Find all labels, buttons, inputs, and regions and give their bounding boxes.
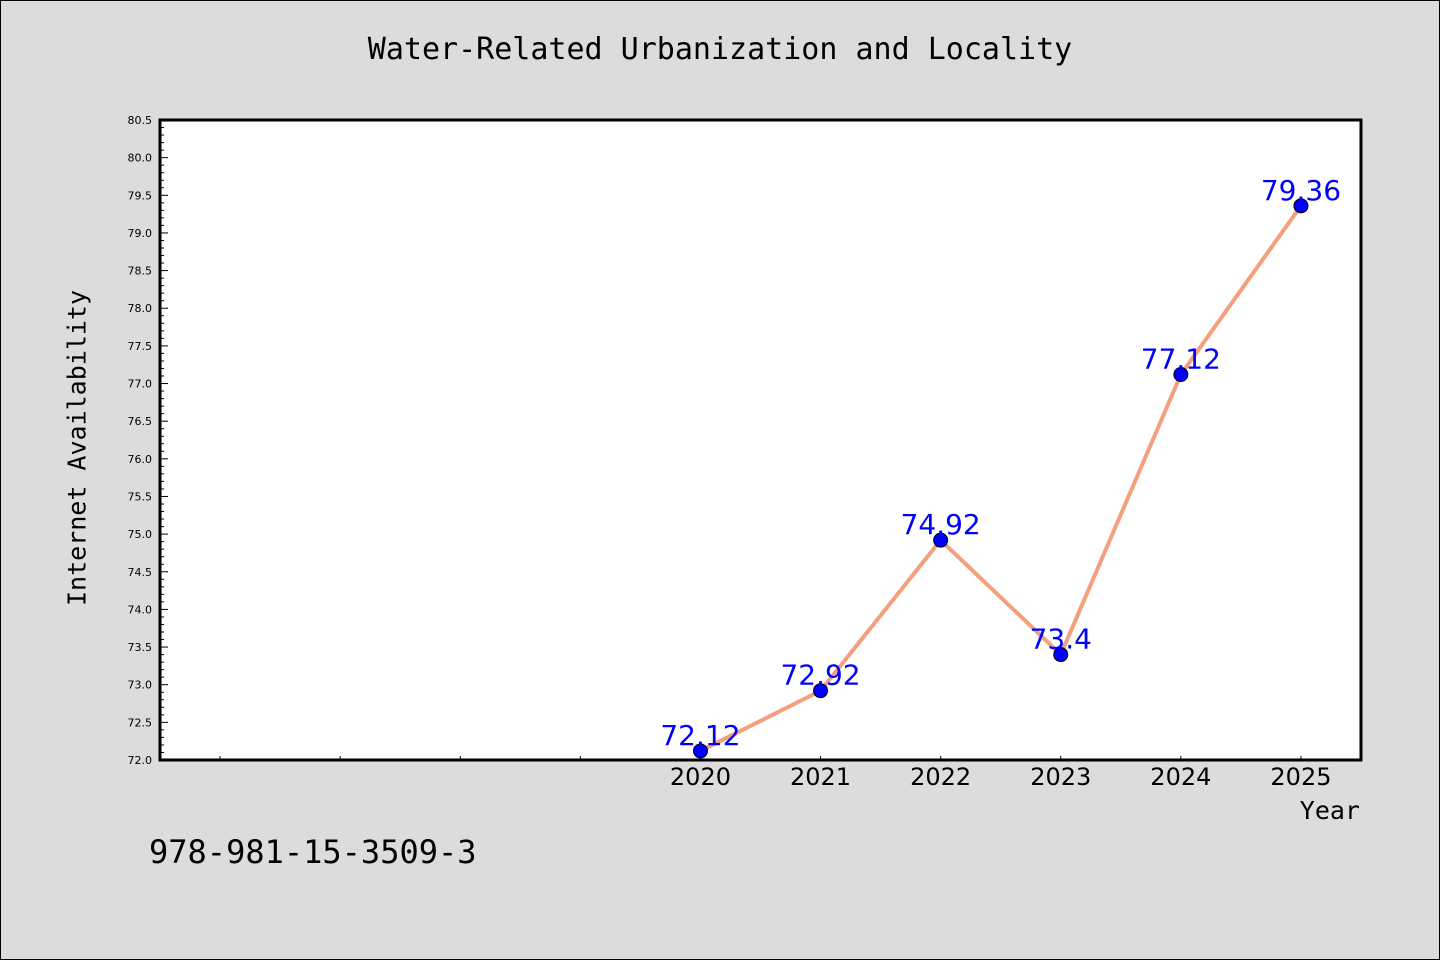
data-labels: 72.12 72.92 74.92 73.4 77.12 79.36 [660, 174, 1341, 752]
y-tick-label: 76.5 [128, 415, 153, 428]
data-point [813, 683, 829, 699]
isbn-text: 978-981-15-3509-3 [149, 833, 477, 871]
data-label: 72.92 [780, 659, 860, 692]
y-tick-label: 78.0 [128, 302, 153, 315]
y-tick-label: 80.5 [128, 114, 153, 127]
y-tick-label: 76.0 [128, 453, 153, 466]
x-tick-label: 2022 [910, 763, 971, 791]
series-group [692, 198, 1309, 759]
y-tick-label: 78.5 [128, 265, 153, 278]
y-tick-label: 73.0 [128, 679, 153, 692]
data-label: 79.36 [1261, 174, 1341, 207]
data-point [1053, 647, 1069, 663]
data-label: 74.92 [901, 508, 981, 541]
x-tick-label: 2024 [1150, 763, 1211, 791]
data-label: 73.4 [1030, 623, 1092, 656]
x-tick-label: 2021 [790, 763, 851, 791]
y-tick-label: 75.5 [128, 490, 153, 503]
y-tick-label: 74.0 [128, 603, 153, 616]
y-tick-label: 80.0 [128, 152, 153, 165]
data-point [933, 532, 949, 548]
data-label: 72.12 [660, 719, 740, 752]
y-tick-label: 79.0 [128, 227, 153, 240]
data-point [1293, 198, 1309, 214]
data-point [692, 743, 708, 759]
y-tick-label: 77.5 [128, 340, 153, 353]
x-axis: 2020 2021 2022 2023 2024 2025 [219, 756, 1331, 791]
y-axis: 72.0 72.5 73.0 73.5 74.0 74.5 75.0 75.5 76.0 76.5… [128, 114, 168, 767]
y-tick-label: 79.5 [128, 189, 153, 202]
chart-title: Water-Related Urbanization and Locality [367, 32, 1073, 67]
y-tick-label: 74.5 [128, 566, 153, 579]
y-tick-label: 77.0 [128, 378, 153, 391]
y-tick-label: 72.0 [128, 754, 153, 767]
plot-area [158, 118, 1363, 762]
y-tick-label: 75.0 [128, 528, 153, 541]
series-line [699, 204, 1303, 753]
data-point [1173, 366, 1189, 382]
x-tick-label: 2025 [1270, 763, 1331, 791]
y-tick-label: 73.5 [128, 641, 153, 654]
x-tick-label: 2023 [1030, 763, 1091, 791]
x-tick-label: 2020 [670, 763, 731, 791]
x-axis-label: Year [1299, 796, 1360, 825]
data-label: 77.12 [1141, 342, 1221, 375]
y-tick-label: 72.5 [128, 716, 153, 729]
